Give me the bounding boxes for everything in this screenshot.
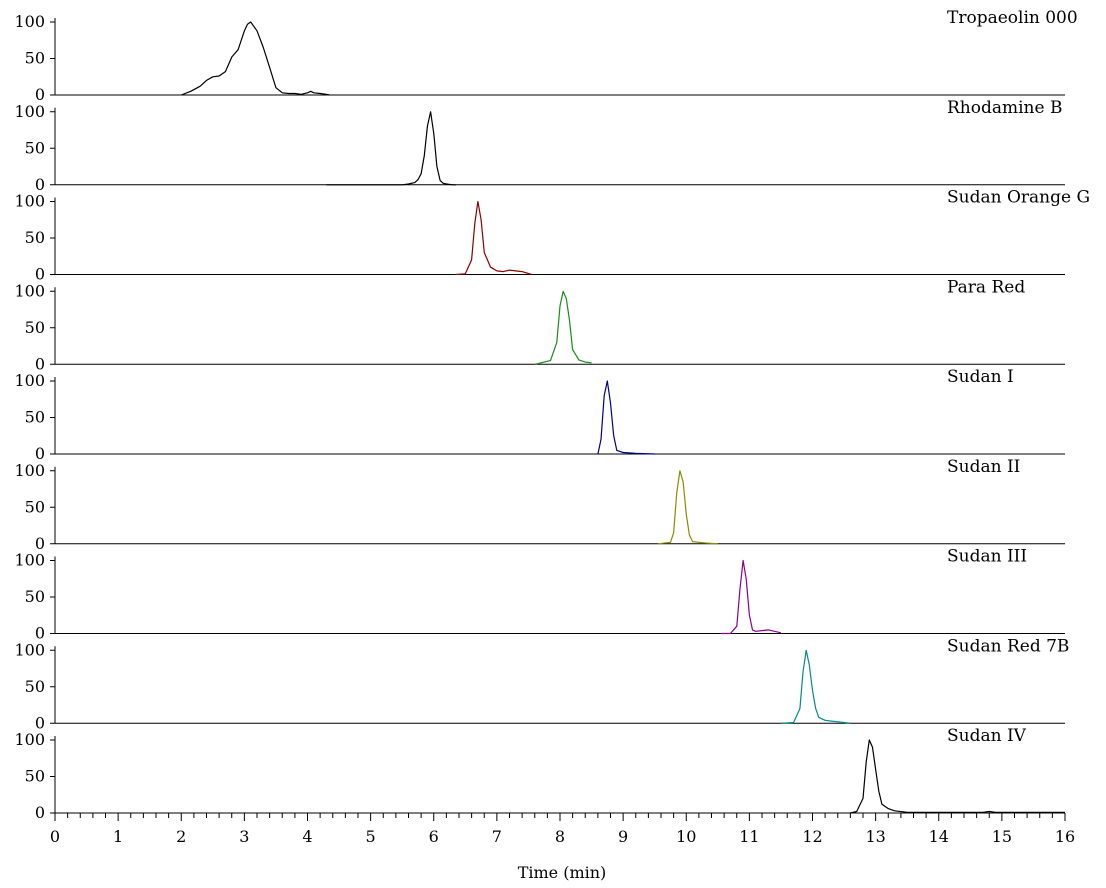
y-tick-label: 100 [14,102,45,121]
x-axis-title: Time (min) [518,863,607,882]
y-tick-label: 0 [35,265,45,284]
panel-9: 0 50 100 Sudan IV [14,726,1065,822]
series-label: Sudan III [947,547,1027,567]
y-tick-label: 50 [25,49,45,68]
panel-1: 0 50 100 Tropaeolin 000 [14,8,1077,104]
y-tick-label: 100 [14,12,45,31]
x-tick-label: 7 [492,827,502,846]
x-tick-label: 10 [676,827,696,846]
x-tick-label: 14 [929,827,949,846]
x-axis: 0 1 2 3 4 5 6 7 8 9 10 11 12 13 14 15 16 [50,813,1075,846]
panel-7: 0 50 100 Sudan III [14,547,1065,643]
x-tick-label: 2 [176,827,186,846]
y-tick-label: 0 [35,354,45,373]
series-trace [657,470,718,545]
x-tick-label: 12 [802,827,822,846]
series-trace [534,290,592,365]
y-tick-label: 50 [25,497,45,516]
series-label: Rhodamine B [947,98,1062,118]
y-tick-label: 50 [25,767,45,786]
x-tick-label: 3 [239,827,249,846]
y-tick-label: 50 [25,408,45,427]
y-tick-label: 100 [14,640,45,659]
y-tick-label: 100 [14,281,45,300]
series-trace [850,739,1065,814]
series-trace [181,21,330,96]
y-tick-label: 50 [25,138,45,157]
panel-4: 0 50 100 Para Red [14,277,1065,373]
series-label: Sudan Orange G [947,188,1090,208]
y-tick-label: 100 [14,461,45,480]
series-trace [455,200,532,276]
series-label: Para Red [947,277,1025,297]
panel-6: 0 50 100 Sudan II [14,457,1065,553]
y-tick-label: 100 [14,192,45,211]
x-tick-label: 6 [429,827,439,846]
series-label: Sudan II [947,457,1020,477]
y-tick-label: 0 [35,713,45,732]
panel-group: 0 50 100 Tropaeolin 000 0 50 100 Rhodamine B 0 50… [14,8,1090,822]
y-tick-label: 0 [35,444,45,463]
series-trace [597,380,655,455]
series-label: Sudan I [947,367,1014,387]
series-trace [780,649,851,724]
panel-3: 0 50 100 Sudan Orange G [14,188,1090,284]
y-tick-label: 0 [35,85,45,104]
x-tick-label: 11 [739,827,759,846]
y-tick-label: 100 [14,551,45,570]
y-tick-label: 0 [35,624,45,643]
x-tick-label: 1 [113,827,123,846]
panel-5: 0 50 100 Sudan I [14,367,1065,463]
panel-2: 0 50 100 Rhodamine B [14,98,1065,194]
x-tick-label: 13 [865,827,885,846]
series-trace [721,559,782,635]
series-label: Sudan IV [947,726,1027,746]
x-tick-label: 16 [1055,827,1075,846]
x-tick-label: 9 [618,827,628,846]
y-tick-label: 0 [35,534,45,553]
y-tick-label: 50 [25,677,45,696]
y-tick-label: 0 [35,803,45,822]
y-tick-label: 100 [14,371,45,390]
x-tick-label: 0 [50,827,60,846]
x-tick-label: 15 [992,827,1012,846]
series-label: Sudan Red 7B [947,636,1069,656]
panel-8: 0 50 100 Sudan Red 7B [14,636,1069,732]
x-tick-label: 5 [366,827,376,846]
y-tick-label: 100 [14,730,45,749]
x-tick-label: 4 [302,827,312,846]
y-tick-label: 50 [25,318,45,337]
series-label: Tropaeolin 000 [947,8,1078,28]
series-trace [326,111,456,186]
y-tick-label: 50 [25,228,45,247]
x-tick-label: 8 [555,827,565,846]
y-tick-label: 0 [35,175,45,194]
y-tick-label: 50 [25,587,45,606]
